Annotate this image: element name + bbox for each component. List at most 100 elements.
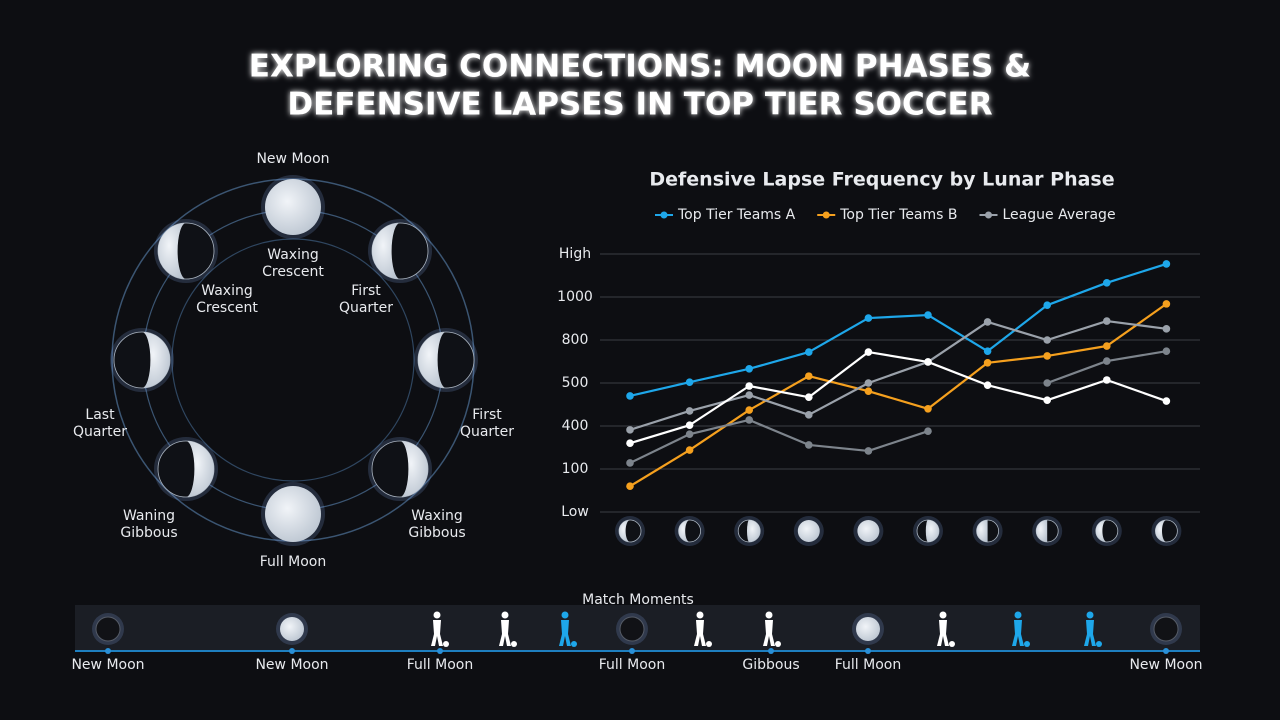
series-point: [1043, 379, 1051, 387]
timeline-label: Full Moon: [599, 657, 665, 673]
timeline-label: Full Moon: [407, 657, 473, 673]
diagram-label: Quarter: [339, 300, 393, 316]
legend-swatch: [660, 211, 668, 219]
player-body: [694, 620, 706, 646]
series-point: [685, 446, 694, 454]
series-point: [805, 348, 813, 356]
series-point: [805, 393, 813, 401]
chart-title: Defensive Lapse Frequency by Lunar Phase: [649, 169, 1114, 191]
series-point: [924, 311, 932, 319]
series-point: [864, 314, 873, 322]
series-point: [685, 378, 694, 386]
series-point: [626, 426, 634, 434]
legend-label: Top Tier Teams B: [839, 207, 957, 223]
series-point: [864, 379, 873, 387]
diagram-label: First: [351, 283, 381, 299]
moon-lit: [925, 520, 939, 542]
series-point: [745, 416, 753, 424]
moon: [857, 520, 880, 542]
player-head: [501, 611, 509, 619]
diagram-label: Crescent: [262, 264, 324, 280]
diagram-label: Quarter: [73, 424, 127, 440]
diagram-label: First: [472, 407, 502, 423]
page-title: DEFENSIVE LAPSES IN TOP TIER SOCCER: [287, 87, 992, 123]
moon: [265, 179, 321, 235]
player-body: [499, 620, 511, 646]
series-point: [626, 439, 634, 448]
timeline-label: New Moon: [71, 657, 144, 673]
timeline-label: Gibbous: [742, 657, 799, 673]
diagram-label: Waxing: [267, 247, 318, 263]
ball: [949, 641, 955, 647]
player-head: [939, 611, 947, 619]
series-point: [1103, 317, 1111, 325]
series-point: [1043, 352, 1051, 360]
series-point: [1162, 347, 1171, 355]
series-point: [805, 372, 813, 380]
moon-lit: [142, 332, 170, 388]
y-tick-label: Low: [561, 504, 589, 520]
ball: [706, 641, 712, 647]
series-point: [983, 381, 992, 389]
ball: [775, 641, 781, 647]
diagram-label: Last: [85, 407, 115, 423]
legend-swatch: [985, 211, 992, 219]
y-tick-label: 400: [562, 418, 589, 434]
player-body: [431, 620, 443, 646]
series-point: [1162, 325, 1171, 333]
player-head: [433, 611, 441, 619]
series-point: [983, 318, 992, 326]
diagram-label: Full Moon: [260, 554, 326, 570]
series-line: [629, 262, 1167, 397]
timeline-title: Match Moments: [582, 592, 694, 608]
y-tick-label: 500: [562, 375, 589, 391]
series-point: [983, 347, 992, 355]
timeline-label: New Moon: [255, 657, 328, 673]
player-body: [1084, 620, 1096, 646]
moon: [280, 617, 304, 641]
diagram-label: Quarter: [460, 424, 514, 440]
page-title: EXPLORING CONNECTIONS: MOON PHASES &: [249, 49, 1031, 85]
moon: [265, 486, 321, 542]
moon-lit: [747, 520, 761, 542]
y-tick-label: 100: [562, 461, 589, 477]
series-point: [1043, 301, 1051, 309]
series-point: [1162, 300, 1171, 308]
ball: [511, 641, 517, 647]
moon-diagram: New MoonWaxingCrescentWaxingCrescentFirs…: [73, 151, 514, 570]
timeline-dot: [1163, 648, 1169, 654]
moon: [619, 616, 645, 642]
series-point: [745, 406, 753, 414]
moon-lit: [619, 520, 630, 542]
ball: [443, 641, 449, 647]
series-point: [924, 358, 932, 366]
series-point: [983, 358, 992, 367]
player-head: [696, 611, 704, 619]
timeline-dot: [768, 648, 774, 654]
moon: [856, 617, 880, 641]
series-point: [1103, 342, 1111, 350]
series-point: [685, 421, 694, 429]
timeline: Match Moments New Moon New Moon Full Moon Fu…: [71, 592, 1202, 673]
series-line: [629, 350, 1167, 445]
moon: [1153, 616, 1179, 642]
series-point: [924, 405, 932, 413]
diagram-label: Waxing: [411, 508, 462, 524]
moon-lit: [678, 520, 690, 542]
player-head: [561, 611, 569, 619]
moon-lit: [418, 332, 446, 388]
moon-lit: [976, 520, 988, 542]
series-point: [805, 411, 813, 419]
player-body: [763, 620, 775, 646]
series-point: [626, 459, 634, 467]
series-point: [745, 391, 753, 399]
y-tick-label: 1000: [557, 289, 593, 305]
ball: [1024, 641, 1030, 647]
moon: [95, 616, 121, 642]
timeline-dot: [629, 648, 635, 654]
diagram-label: New Moon: [256, 151, 329, 167]
series-line: [629, 319, 1167, 431]
series-point: [1043, 336, 1051, 344]
